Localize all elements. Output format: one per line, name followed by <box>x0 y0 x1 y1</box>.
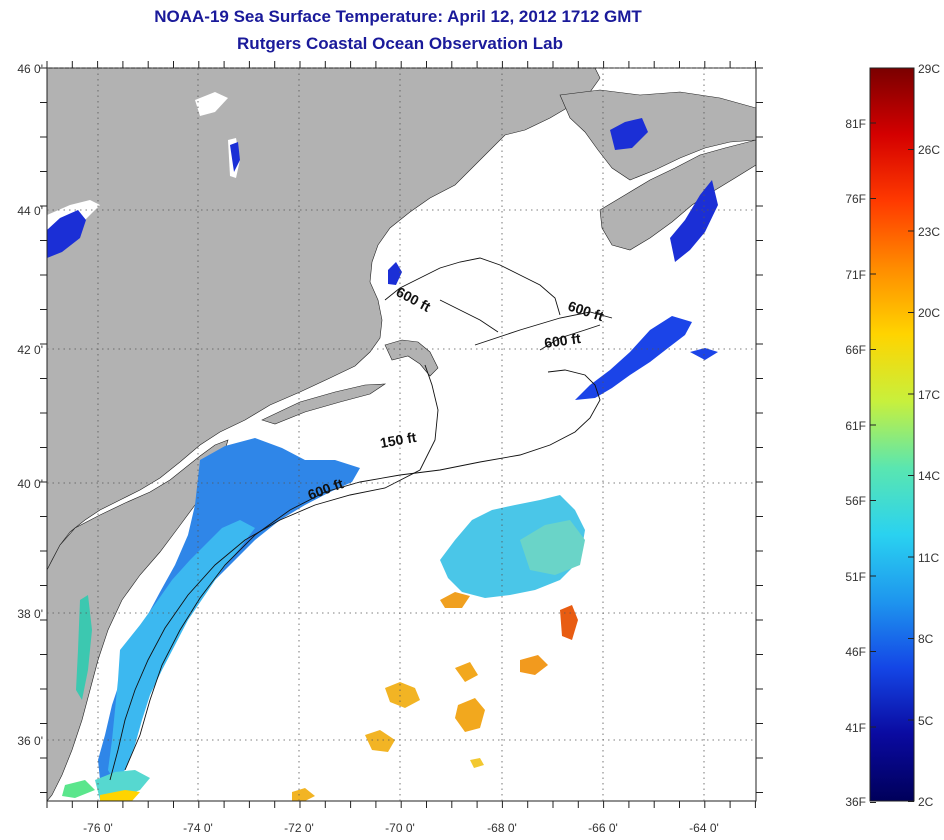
lat-label-46: 46 0' <box>17 62 43 76</box>
cb-f-51: 51F <box>845 570 866 584</box>
lon-label-72: -72 0' <box>284 821 314 835</box>
land-mainland <box>47 68 601 571</box>
cb-f-61: 61F <box>845 419 866 433</box>
land-cape-cod <box>384 339 439 377</box>
lat-label-36: 36 0' <box>17 734 43 748</box>
contour-label-150ft: 150 ft <box>379 429 418 451</box>
lat-label-44: 44 0' <box>17 204 43 218</box>
latitude-labels: 46 0' 44 0' 42 0' 40 0' 38 0' 36 0' <box>17 62 43 748</box>
axis-ticks <box>40 61 763 808</box>
cb-f-66: 66F <box>845 343 866 357</box>
colorbar-celsius-labels: 29C 26C 23C 20C 17C 14C 11C 8C 5C 2C <box>918 62 940 809</box>
cb-c-11: 11C <box>918 551 939 565</box>
lat-label-38: 38 0' <box>17 607 43 621</box>
lake-small <box>195 92 228 116</box>
cb-c-23: 23C <box>918 225 940 239</box>
lon-label-64: -64 0' <box>689 821 719 835</box>
lon-label-74: -74 0' <box>183 821 213 835</box>
cb-c-14: 14C <box>918 469 940 483</box>
lat-label-42: 42 0' <box>17 343 43 357</box>
lon-label-70: -70 0' <box>385 821 415 835</box>
cb-c-2: 2C <box>918 795 934 809</box>
cb-f-46: 46F <box>845 645 866 659</box>
map-title: NOAA-19 Sea Surface Temperature: April 1… <box>154 7 642 26</box>
land-nova-scotia <box>599 139 756 251</box>
lon-label-66: -66 0' <box>588 821 618 835</box>
colorbar-gradient <box>869 67 915 802</box>
cb-f-81: 81F <box>845 117 866 131</box>
cb-c-8: 8C <box>918 632 934 646</box>
map-subtitle: Rutgers Coastal Ocean Observation Lab <box>237 34 563 53</box>
cb-f-71: 71F <box>845 268 866 282</box>
cb-c-29: 29C <box>918 62 940 76</box>
colorbar-fahrenheit-labels: 81F 76F 71F 66F 61F 56F 51F 46F 41F 36F <box>845 117 866 809</box>
land-long-island <box>261 383 387 425</box>
longitude-labels: -76 0' -74 0' -72 0' -70 0' -68 0' -66 0… <box>83 821 719 835</box>
cb-f-76: 76F <box>845 192 866 206</box>
cb-f-41: 41F <box>845 721 866 735</box>
cb-f-56: 56F <box>845 494 866 508</box>
cb-c-20: 20C <box>918 306 940 320</box>
graticule <box>47 67 756 801</box>
sst-patches <box>47 118 718 801</box>
lon-label-76: -76 0' <box>83 821 113 835</box>
cb-c-17: 17C <box>918 388 940 402</box>
lat-label-40: 40 0' <box>17 477 43 491</box>
land-maritimes <box>559 89 756 181</box>
lon-label-68: -68 0' <box>487 821 517 835</box>
contour-label-600ft-c: 600 ft <box>543 330 582 351</box>
colorbar: 29C 26C 23C 20C 17C 14C 11C 8C 5C 2C 81F… <box>845 62 940 809</box>
cb-f-36: 36F <box>845 795 866 809</box>
cb-c-26: 26C <box>918 143 940 157</box>
cb-c-5: 5C <box>918 714 934 728</box>
